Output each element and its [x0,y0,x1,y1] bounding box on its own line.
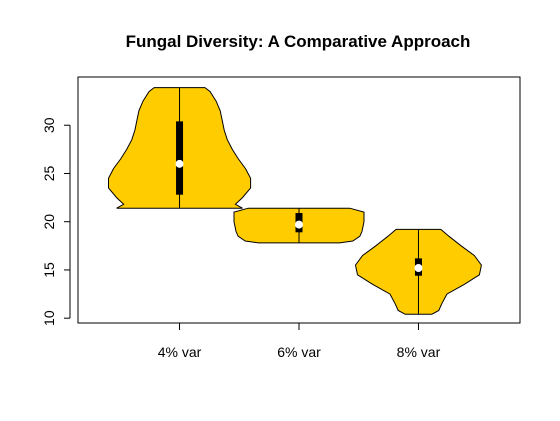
x-tick-label: 8% var [397,344,441,360]
violin-group [108,87,482,315]
violin-1 [108,87,252,209]
violin-3 [354,228,482,315]
y-tick-label: 10 [41,310,57,326]
violin-iqr-box [176,121,184,195]
violin-2 [233,207,365,244]
y-tick-label: 20 [41,214,57,230]
violin-median-point [414,264,423,273]
violin-median-point [175,159,184,168]
y-axis: 10 15 20 25 30 [41,117,71,326]
y-tick-label: 15 [41,262,57,278]
violin-median-point [295,220,303,229]
y-tick-label: 30 [41,117,57,133]
x-tick-label: 4% var [158,344,202,360]
x-axis: 4% var 6% var 8% var [158,323,441,360]
chart-title: Fungal Diversity: A Comparative Approach [126,32,471,51]
x-tick-label: 6% var [277,344,321,360]
y-tick-label: 25 [41,165,57,181]
